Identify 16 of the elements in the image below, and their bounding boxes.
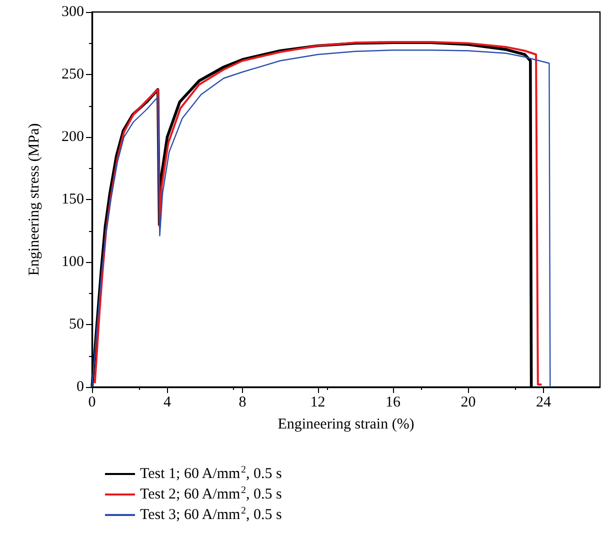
y-tick-label: 0 (76, 379, 84, 395)
x-tick-label: 24 (536, 394, 552, 410)
y-tick-label: 100 (62, 254, 84, 270)
x-tick-label: 20 (460, 394, 476, 410)
x-tick-label: 12 (310, 394, 326, 410)
y-tick-label: 250 (62, 66, 84, 82)
y-tick-label: 150 (62, 192, 84, 208)
x-axis-title: Engineering strain (%) (278, 416, 414, 432)
x-tick-label: 0 (88, 394, 96, 410)
x-tick-label: 8 (238, 394, 246, 410)
x-tick-label: 4 (164, 394, 172, 410)
y-tick-label: 300 (62, 4, 84, 20)
x-tick-label: 16 (386, 394, 402, 410)
y-tick-label: 50 (69, 316, 84, 332)
y-axis-title: Engineering stress (MPa) (26, 123, 42, 276)
y-tick-label: 200 (62, 129, 84, 145)
